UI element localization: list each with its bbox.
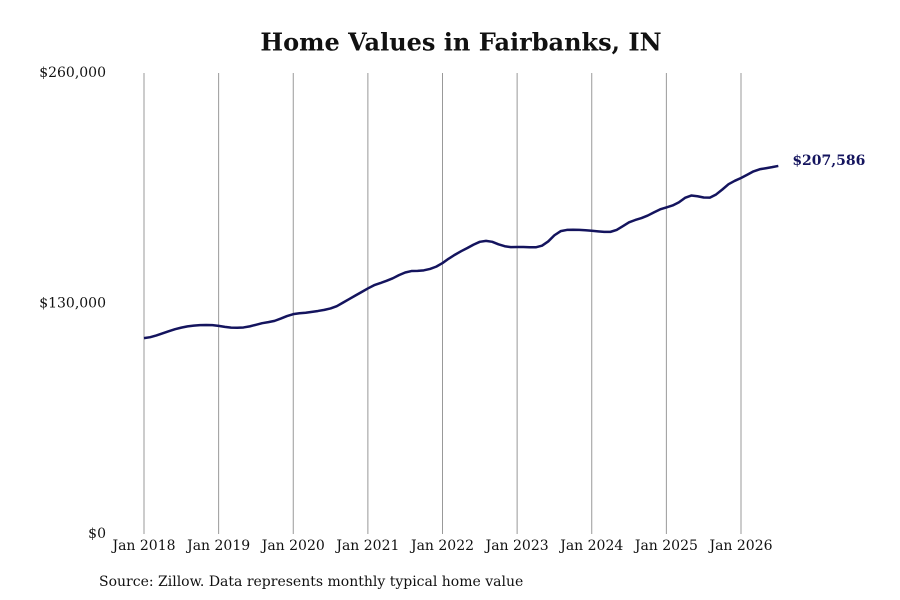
value-label: $207,586: [792, 153, 865, 169]
x-tick-label: Jan 2023: [484, 538, 549, 554]
chart-title: Home Values in Fairbanks, IN: [260, 28, 661, 57]
x-tick-label: Jan 2024: [558, 538, 623, 554]
x-tick-label: Jan 2019: [185, 538, 250, 554]
y-tick-label: $0: [88, 526, 106, 542]
x-tick-label: Jan 2026: [707, 538, 772, 554]
x-tick-label: Jan 2018: [110, 538, 175, 554]
y-tick-label: $260,000: [39, 65, 106, 81]
x-tick-label: Jan 2022: [409, 538, 474, 554]
x-tick-label: Jan 2020: [260, 538, 325, 554]
source-note: Source: Zillow. Data represents monthly …: [99, 574, 523, 590]
x-tick-label: Jan 2021: [334, 538, 399, 554]
y-tick-label: $130,000: [39, 296, 106, 312]
x-tick-label: Jan 2025: [633, 538, 698, 554]
series-line: [143, 164, 779, 340]
